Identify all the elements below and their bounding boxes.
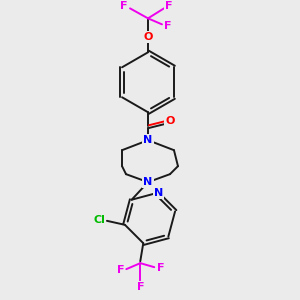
Text: F: F [120,2,128,11]
Text: O: O [165,116,175,126]
Text: N: N [154,188,163,198]
Text: F: F [117,265,124,275]
Text: F: F [136,282,144,292]
Text: F: F [164,21,172,31]
Text: F: F [165,2,173,11]
Text: N: N [143,135,153,145]
Text: N: N [143,177,153,187]
Text: Cl: Cl [93,215,105,225]
Text: O: O [143,32,153,42]
Text: F: F [157,263,164,273]
